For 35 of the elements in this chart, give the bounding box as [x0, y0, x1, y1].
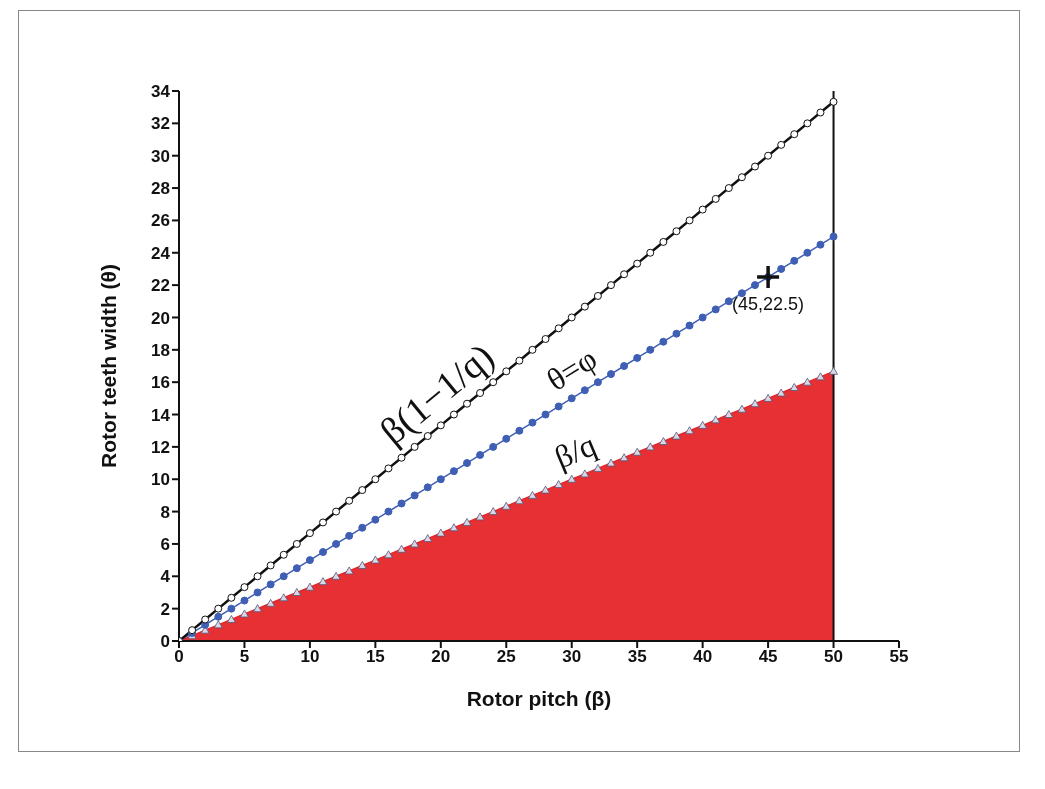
y-tick-label: 30: [151, 146, 170, 166]
x-tick-label: 55: [889, 647, 909, 667]
x-tick-label: 40: [693, 647, 713, 667]
y-tick-label: 14: [151, 405, 171, 425]
x-tick-label: 20: [431, 647, 451, 667]
y-tick-label: 6: [160, 534, 170, 554]
y-tick-label: 28: [151, 179, 170, 199]
y-tick-label: 10: [151, 470, 170, 490]
y-tick-label: 34: [151, 82, 171, 102]
y-tick-label: 0: [160, 632, 170, 652]
x-tick-label: 35: [627, 647, 647, 667]
y-axis-title: Rotor teeth width (θ): [97, 264, 121, 468]
y-tick-label: 20: [151, 308, 170, 328]
y-tick-label: 2: [160, 599, 170, 619]
x-tick-label: 25: [496, 647, 516, 667]
annotation: (45,22.5): [732, 294, 805, 315]
y-tick-label: 8: [160, 502, 170, 522]
x-axis-title: Rotor pitch (β): [466, 687, 612, 710]
y-tick-label: 12: [151, 437, 170, 457]
x-tick-label: 50: [824, 647, 844, 667]
y-tick-label: 4: [160, 567, 171, 587]
y-tick-label: 16: [151, 373, 170, 393]
x-tick-label: 0: [174, 647, 184, 667]
x-tick-label: 45: [758, 647, 778, 667]
x-tick-label: 10: [300, 647, 320, 667]
y-tick-label: 18: [151, 340, 170, 360]
y-tick-label: 26: [151, 211, 170, 231]
x-tick-label: 5: [239, 647, 250, 667]
y-tick-label: 32: [151, 114, 170, 134]
x-tick-label: 30: [562, 647, 582, 667]
y-tick-label: 22: [151, 276, 170, 296]
text: β/q: [549, 426, 602, 476]
x-tick-label: 15: [365, 647, 385, 667]
text: θ=φ: [540, 340, 604, 398]
y-tick-label: 24: [151, 243, 171, 263]
